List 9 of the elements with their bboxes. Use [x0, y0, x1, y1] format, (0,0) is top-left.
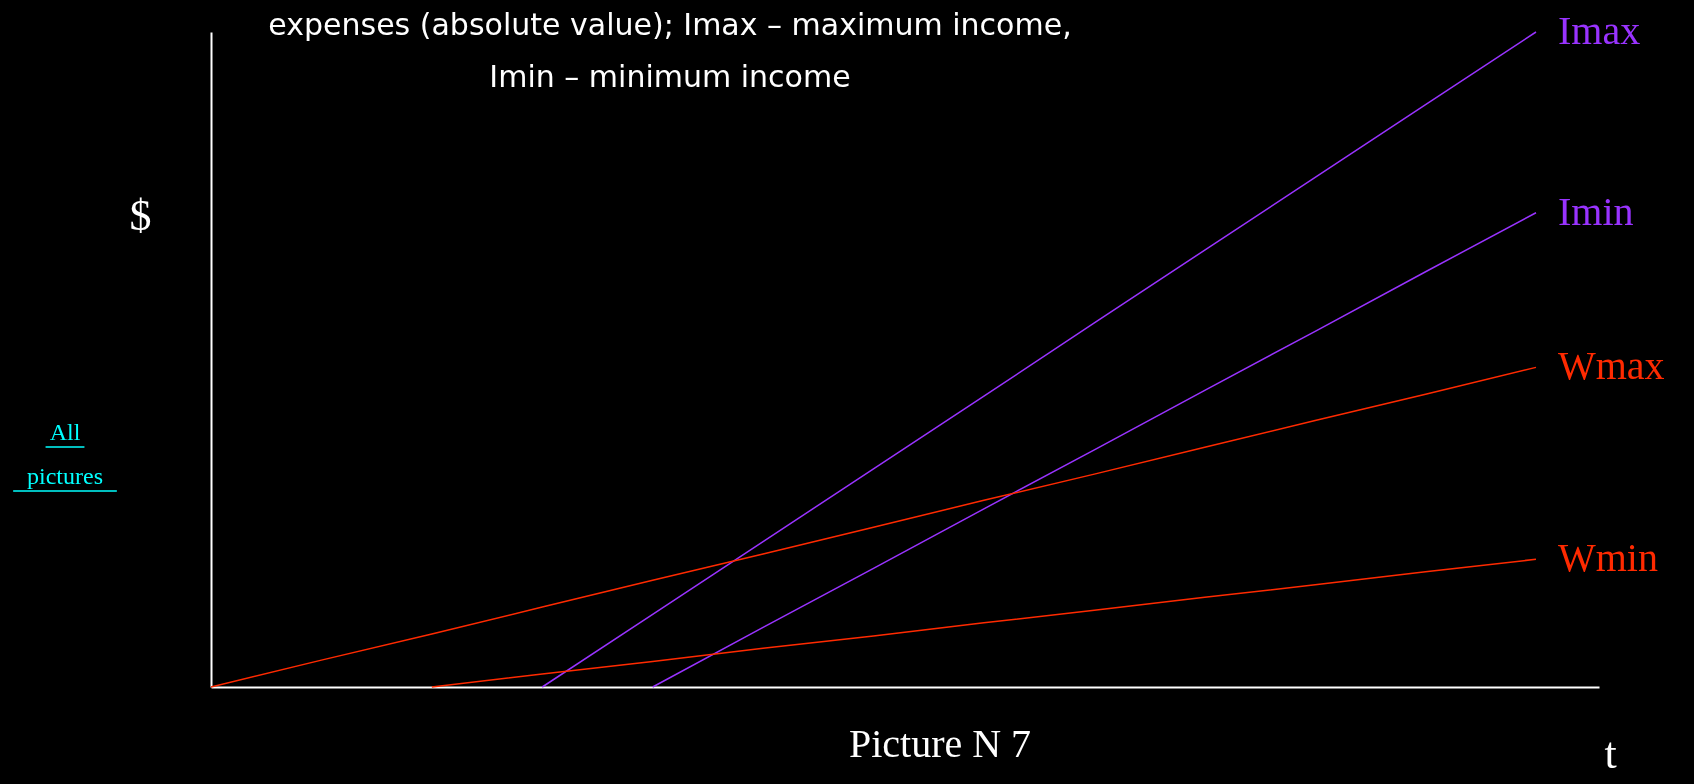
text: Picture N 7: [848, 721, 1032, 766]
text: All pictures: [27, 419, 103, 489]
x-axis-title: t: [1604, 728, 1617, 778]
y-axis-title: $: [129, 190, 152, 240]
series-label: Wmin: [1558, 535, 1658, 581]
series-label: Imin: [1558, 188, 1634, 234]
series-label: Wmax: [1558, 343, 1665, 389]
chart-title: expenses (absolute value); Imax – maximum income, Imin – minimum income: [268, 7, 1072, 94]
series-label: Imax: [1558, 8, 1641, 53]
